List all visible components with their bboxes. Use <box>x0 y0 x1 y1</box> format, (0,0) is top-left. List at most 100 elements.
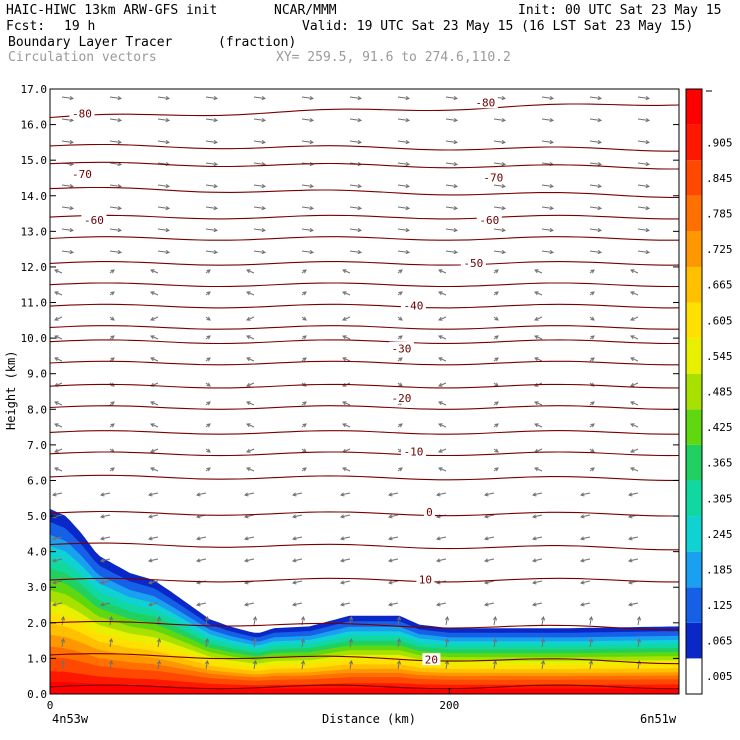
vector-arrow <box>205 118 218 121</box>
vector-arrow <box>436 602 447 606</box>
vector-head <box>387 492 393 497</box>
vector-arrow <box>534 357 543 362</box>
vector-head <box>246 448 251 453</box>
vector-head <box>501 228 507 233</box>
vector-head <box>213 96 219 101</box>
vector-head <box>398 382 403 387</box>
contour-line <box>50 303 679 309</box>
vector-head <box>206 357 211 362</box>
colorbar-label: .065 <box>706 635 733 648</box>
vector-arrow <box>397 228 410 231</box>
vector-head <box>627 492 633 497</box>
vector-head <box>627 558 633 563</box>
vector-arrow <box>61 118 74 121</box>
vector-head <box>549 250 555 255</box>
vector-head <box>579 602 585 607</box>
vector-head <box>438 401 443 406</box>
vector-head <box>501 162 507 167</box>
vector-head <box>597 162 603 167</box>
vector-head <box>302 316 307 321</box>
vector-arrow <box>397 184 410 187</box>
vector-arrow <box>349 206 362 209</box>
vector-head <box>627 536 633 541</box>
vector-arrow <box>109 140 122 143</box>
vector-head <box>492 615 498 621</box>
vector-arrow <box>630 382 639 387</box>
vector-arrow <box>253 184 266 187</box>
y-tick-label: 7.0 <box>27 439 47 452</box>
vector-head <box>645 228 651 233</box>
vector-arrow <box>349 140 362 143</box>
vector-head <box>438 382 443 387</box>
vector-arrow <box>54 401 63 406</box>
vector-arrow <box>541 140 554 143</box>
vector-arrow <box>301 96 314 99</box>
vector-head <box>110 401 115 406</box>
vector-arrow <box>54 335 63 340</box>
init-time: Init: 00 UTC Sat 23 May 15 <box>518 3 722 18</box>
vector-head <box>438 467 443 472</box>
vector-arrow <box>541 638 544 648</box>
vector-head <box>494 357 499 362</box>
vector-arrow <box>253 250 266 253</box>
vector-arrow <box>340 536 351 540</box>
vector-arrow <box>397 118 410 121</box>
vector-arrow <box>244 602 255 606</box>
contour-label: -80 <box>475 97 495 110</box>
vector-arrow <box>244 536 255 540</box>
vector-head <box>357 250 363 255</box>
vector-head <box>204 637 210 643</box>
vector-head <box>357 140 363 145</box>
colorbar-swatch <box>686 124 702 161</box>
vector-arrow <box>445 184 458 187</box>
vector-arrow <box>534 291 543 296</box>
vector-head <box>494 316 499 321</box>
y-tick-label: 1.0 <box>27 652 47 665</box>
vector-head <box>156 659 162 665</box>
vector-arrow <box>301 140 314 143</box>
vector-arrow <box>436 558 447 562</box>
vector-arrow <box>388 492 399 496</box>
vector-arrow <box>397 250 410 253</box>
vector-head <box>213 184 219 189</box>
vector-head <box>405 206 411 211</box>
colorbar-swatch <box>686 266 702 303</box>
vector-head <box>636 637 642 643</box>
vector-arrow <box>196 602 207 606</box>
vector-head <box>213 250 219 255</box>
vector-head <box>69 184 75 189</box>
vector-head <box>501 184 507 189</box>
vector-head <box>597 228 603 233</box>
vector-arrow <box>397 96 410 99</box>
colorbar-swatch <box>686 622 702 659</box>
vector-head <box>342 335 347 340</box>
y-tick-label: 12.0 <box>21 261 48 274</box>
vector-head <box>150 448 155 453</box>
vector-head <box>501 250 507 255</box>
vector-head <box>156 615 162 621</box>
y-axis: 0.0 1.0 2.0 3.0 4.0 5.0 6.0 7.0 8.0 9.0 10.0 11.0 12… <box>21 83 679 701</box>
colorbar-label: .125 <box>706 599 733 612</box>
vector-head <box>590 316 595 321</box>
vector-head <box>549 140 555 145</box>
vector-arrow <box>61 660 64 670</box>
vector-head <box>246 291 251 296</box>
vector-head <box>398 316 403 321</box>
vector-head <box>213 140 219 145</box>
contour-line <box>50 510 679 517</box>
colorbar-swatch <box>686 231 702 267</box>
colorbar-label: .665 <box>706 279 733 292</box>
colorbar-swatch <box>686 160 702 196</box>
vector-head <box>110 467 115 472</box>
vector-head <box>494 401 499 406</box>
vector-head <box>302 291 307 296</box>
vector-head <box>54 401 59 406</box>
vector-arrow <box>628 602 639 606</box>
vector-head <box>165 184 171 189</box>
vector-arrow <box>534 467 543 472</box>
vector-head <box>339 580 345 585</box>
vector-arrow <box>157 118 170 121</box>
contour-label: -30 <box>392 342 412 355</box>
vector-arrow <box>340 558 351 562</box>
vector-head <box>51 602 57 607</box>
